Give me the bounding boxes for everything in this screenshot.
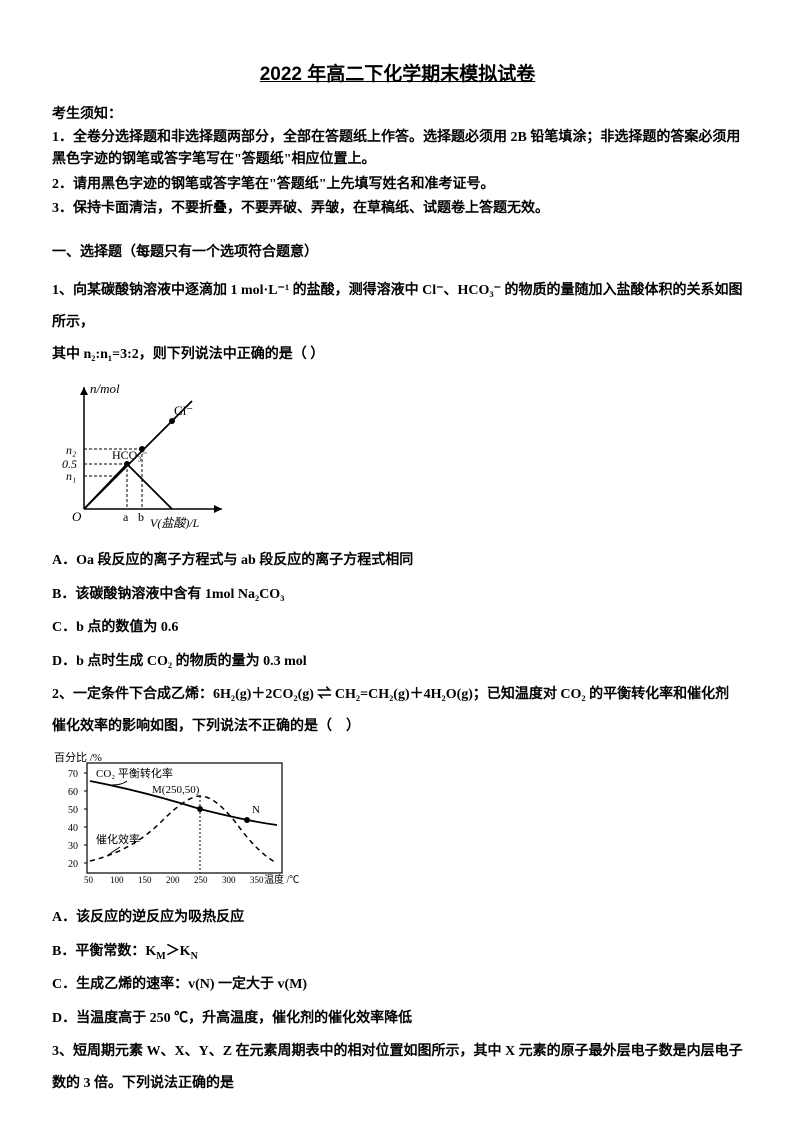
fig2-series2: 催化效率 bbox=[96, 832, 140, 846]
fig2-yt-30: 30 bbox=[68, 841, 78, 852]
fig2-series1: CO₂ 平衡转化率 bbox=[96, 766, 173, 780]
fig1-hco3-label: HCO₃⁻ bbox=[112, 448, 148, 462]
svg-text:O: O bbox=[72, 509, 82, 524]
q1-option-a: A．Oa 段反应的离子方程式与 ab 段反应的离子方程式相同 bbox=[52, 544, 743, 578]
fig1-cl-label: Cl⁻ bbox=[174, 403, 193, 418]
fig2-xt-150: 150 bbox=[138, 875, 152, 885]
fig2-xt-100: 100 bbox=[110, 875, 124, 885]
fig2-yt-40: 40 bbox=[68, 823, 78, 834]
fig1-ylabel: n/mol bbox=[90, 381, 120, 396]
q1-option-c: C．b 点的数值为 0.6 bbox=[52, 611, 743, 645]
fig2-point-n: N bbox=[252, 804, 260, 816]
instruction-1: 1．全卷分选择题和非选择题两部分，全部在答题纸上作答。选择题必须用 2B 铅笔填… bbox=[52, 127, 743, 172]
figure-1: n/mol Cl⁻ HCO₃⁻ 0.5 n₂ n₁ O a b V(盐酸)/L bbox=[52, 379, 743, 534]
instructions-header: 考生须知： bbox=[52, 104, 743, 126]
fig2-xt-300: 300 bbox=[222, 875, 236, 885]
figure-2: 20 30 40 50 60 70 50 100 150 200 250 300… bbox=[52, 751, 743, 891]
question-3: 3、短周期元素 W、X、Y、Z 在元素周期表中的相对位置如图所示，其中 X 元素… bbox=[52, 1036, 743, 1100]
fig2-ylabel: 百分比 /% bbox=[54, 751, 102, 764]
q1-option-d: D．b 点时生成 CO₂ 的物质的量为 0.3 mol bbox=[52, 645, 743, 679]
fig2-xt-350: 350 bbox=[250, 875, 264, 885]
question-1-line-b: 其中 n₂:n₁=3:2，则下列说法中正确的是（ ） bbox=[52, 339, 743, 371]
fig2-xt-250: 250 bbox=[194, 875, 208, 885]
question-2: 2、一定条件下合成乙烯：6H₂(g)＋2CO₂(g) ⇌ CH₂=CH₂(g)＋… bbox=[52, 679, 743, 743]
fig2-yt-70: 70 bbox=[68, 769, 78, 780]
fig2-yt-20: 20 bbox=[68, 859, 78, 870]
fig2-xlabel: 温度 /℃ bbox=[264, 873, 299, 886]
fig2-yt-60: 60 bbox=[68, 787, 78, 798]
fig1-n1: n₁ bbox=[66, 469, 76, 483]
question-1-line-a: 1、向某碳酸钠溶液中逐滴加 1 mol·L⁻¹ 的盐酸，测得溶液中 Cl⁻、HC… bbox=[52, 275, 743, 339]
q1-option-b: B．该碳酸钠溶液中含有 1mol Na₂CO₃ bbox=[52, 578, 743, 612]
fig2-yt-50: 50 bbox=[68, 805, 78, 816]
fig1-n2: n₂ bbox=[66, 443, 76, 457]
q2-option-d: D．当温度高于 250 ℃，升高温度，催化剂的催化效率降低 bbox=[52, 1002, 743, 1036]
fig1-xlabel: V(盐酸)/L bbox=[150, 516, 200, 530]
q2-option-a: A．该反应的逆反应为吸热反应 bbox=[52, 901, 743, 935]
q2-option-b: B．平衡常数：KM＞KN bbox=[52, 935, 743, 969]
page-title: 2022 年高二下化学期末模拟试卷 bbox=[52, 60, 743, 90]
fig1-xa: a bbox=[123, 510, 129, 524]
section-1-header: 一、选择题（每题只有一个选项符合题意） bbox=[52, 242, 743, 264]
instruction-2: 2．请用黑色字迹的钢笔或答字笔在"答题纸"上先填写姓名和准考证号。 bbox=[52, 174, 743, 196]
q2-option-c: C．生成乙烯的速率：v(N) 一定大于 v(M) bbox=[52, 968, 743, 1002]
fig1-xb: b bbox=[138, 510, 144, 524]
fig2-point-m: M(250,50) bbox=[152, 784, 200, 796]
fig2-xt-200: 200 bbox=[166, 875, 180, 885]
instruction-3: 3．保持卡面清洁，不要折叠，不要弄破、弄皱，在草稿纸、试题卷上答题无效。 bbox=[52, 198, 743, 220]
fig2-xt-50: 50 bbox=[84, 875, 94, 885]
